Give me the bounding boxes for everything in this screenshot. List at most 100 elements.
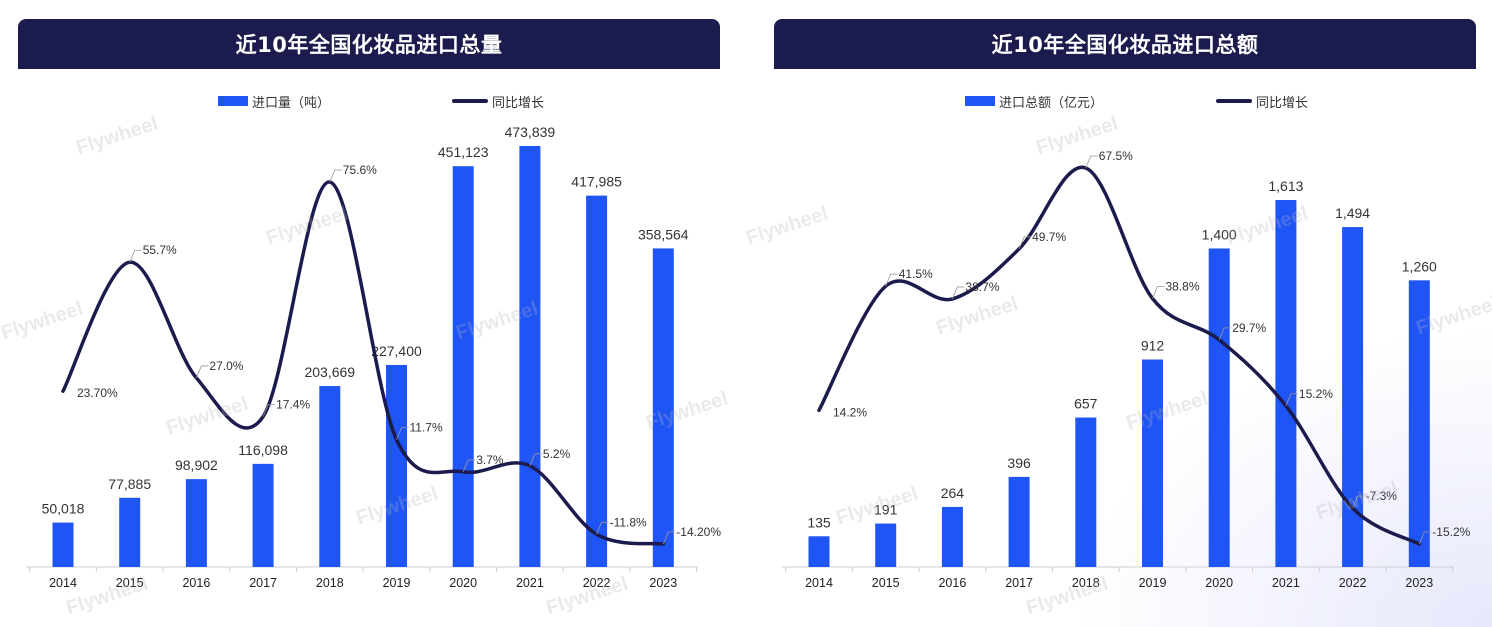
legend-item-bar[interactable]: 进口量（吨） [218,89,330,113]
x-tick-label: 2023 [1405,576,1433,590]
bar [1142,359,1163,567]
x-tick-label: 2023 [649,576,677,590]
growth-label: 27.0% [209,359,243,373]
bar [1008,476,1030,567]
growth-line [817,165,1422,546]
chart-value: 135 191 264 396 657 912 1,400 1,613 1,494 1,260 20… [782,149,1471,590]
label-leader [396,427,409,440]
bar-value-label: 1,494 [1335,205,1370,221]
bar [1342,227,1364,568]
bar-value-label: 396 [1007,455,1031,471]
label-leader [1418,531,1432,545]
bar-value-label: 473,839 [505,124,556,140]
x-tick-label: 2018 [316,576,344,590]
label-leader [1352,495,1365,509]
growth-label: 55.7% [143,243,177,257]
bar-value-label: 98,902 [175,457,218,473]
legend-bar-label: 进口总额（亿元） [999,95,1104,111]
bar [652,248,674,567]
growth-label: -15.2% [1432,525,1470,539]
growth-label: 38.7% [965,280,999,294]
bar [185,479,207,567]
growth-label: 23.70% [77,386,118,400]
growth-label: 67.5% [1099,149,1133,163]
bar-value-label: 1,400 [1202,226,1237,242]
legend-item-line[interactable]: 同比增长 [452,89,544,113]
growth-label: 15.2% [1299,387,1333,401]
bar [1408,280,1430,567]
bar-value-label: 227,400 [371,343,422,359]
label-leader [662,531,676,545]
x-tick-label: 2022 [583,576,611,590]
bar [52,522,74,567]
label-leader [1218,327,1232,341]
legend-line-swatch [452,99,488,103]
bar [319,386,341,567]
growth-label: 75.6% [343,163,377,177]
bar [808,536,830,567]
legend-item-line[interactable]: 同比增长 [1216,89,1308,113]
label-leader [1152,286,1165,299]
growth-label: 29.7% [1232,321,1266,335]
label-leader [196,365,209,379]
x-tick-label: 2015 [872,576,900,590]
growth-label: -11.8% [610,515,647,529]
label-leader [596,521,609,535]
legend-volume: 进口量（吨） 同比增长 [18,89,720,113]
bar-value-label: 1,613 [1268,178,1303,194]
growth-label: 41.5% [899,267,933,281]
bar [1075,417,1097,567]
bar-value-label: 912 [1141,337,1165,353]
x-tick-label: 2020 [449,576,477,590]
label-leader [262,404,276,417]
bar-value-label: 50,018 [42,501,85,517]
x-tick-label: 2015 [116,576,144,590]
x-tick-label: 2017 [249,576,277,590]
growth-label: 14.2% [833,405,867,419]
legend-line-label: 同比增长 [492,95,545,111]
growth-line [61,180,666,546]
growth-label: 3.7% [476,453,504,467]
bar [452,166,474,568]
bar-value-label: 203,669 [304,364,355,380]
chart-title-volume: 近10年全国化妆品进口总量 [18,19,720,69]
x-tick-label: 2019 [383,576,411,590]
chart-panel-value: 近10年全国化妆品进口总额 进口总额（亿元） 同比增长 135 191 264 396… [774,19,1476,619]
bar [119,497,141,567]
bar-value-label: 451,123 [438,144,489,160]
x-tick-label: 2017 [1005,576,1033,590]
chart-volume: 50,018 77,885 98,902 116,098 203,669 227,400 4… [26,124,721,590]
x-tick-label: 2019 [1139,576,1167,590]
x-tick-label: 2014 [49,576,77,590]
label-leader [1018,236,1032,250]
legend-line-label: 同比增长 [1256,95,1309,111]
label-leader [885,273,898,287]
label-leader [329,169,342,183]
bar [875,523,897,567]
x-tick-label: 2014 [805,576,833,590]
bar [941,506,963,567]
x-tick-label: 2022 [1339,576,1367,590]
legend-item-bar[interactable]: 进口总额（亿元） [965,89,1103,113]
growth-label: -14.20% [676,525,721,539]
bar [1275,200,1297,567]
x-tick-label: 2016 [182,576,210,590]
x-tick-label: 2021 [1272,576,1300,590]
growth-label: 5.2% [543,447,571,461]
bar-value-label: 358,564 [638,226,689,242]
bar [386,364,407,567]
bar [1208,248,1230,567]
growth-label: 49.7% [1032,230,1066,244]
bar-value-label: 417,985 [571,174,622,190]
bar-value-label: 191 [874,502,898,518]
legend-bar-swatch [965,96,995,106]
bar [252,463,274,567]
chart-panel-volume: 近10年全国化妆品进口总量 进口量（吨） 同比增长 50,018 77,885 98… [18,19,721,619]
label-leader [129,249,142,263]
growth-label: -7.3% [1366,489,1398,503]
legend-line-swatch [1216,99,1252,103]
growth-label: 17.4% [276,398,310,412]
legend-bar-swatch [218,96,248,106]
bar [519,146,541,567]
bar-value-label: 116,098 [238,442,288,458]
